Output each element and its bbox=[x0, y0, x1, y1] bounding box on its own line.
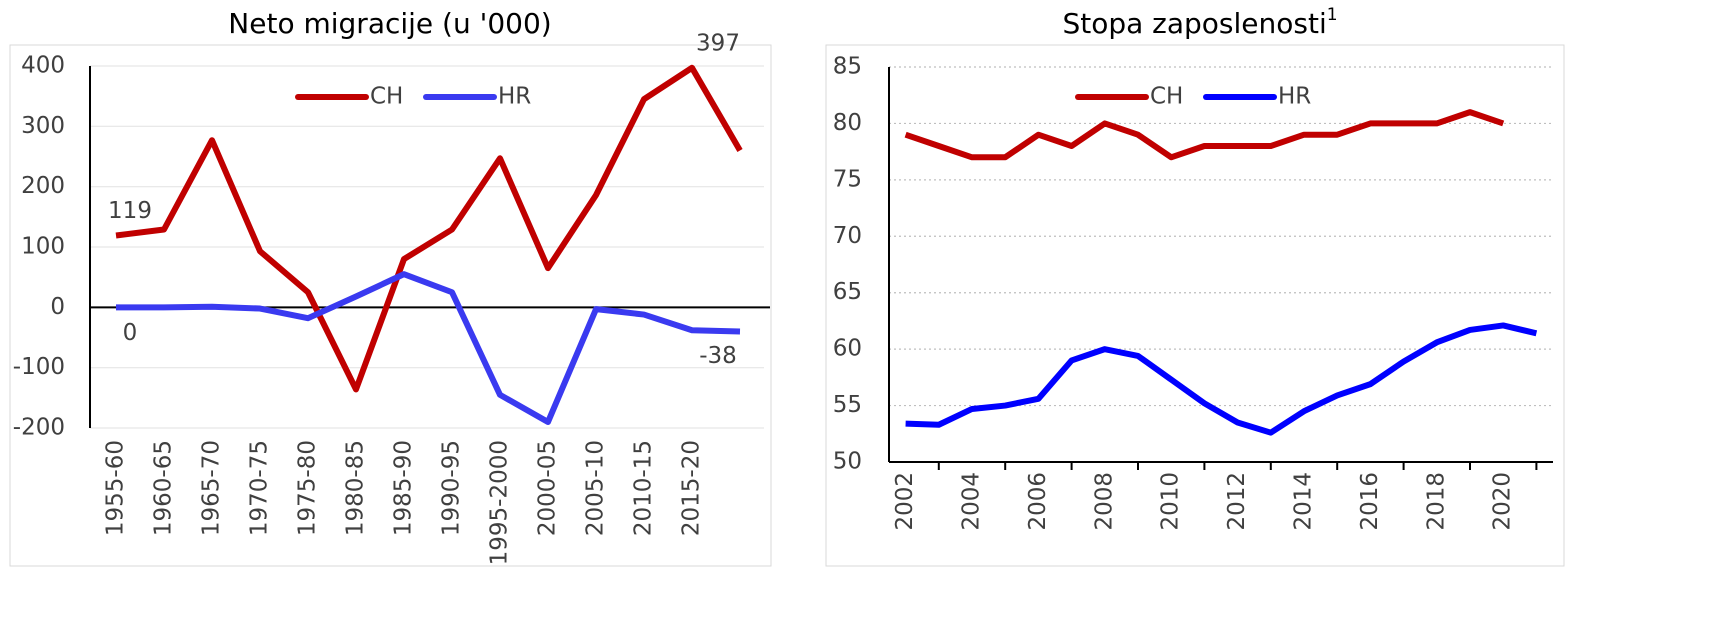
x-tick-label: 1980-85 bbox=[343, 440, 369, 536]
series-line bbox=[904, 109, 1505, 161]
series-line bbox=[905, 322, 1538, 436]
x-tick-label: 2018 bbox=[1423, 472, 1449, 531]
x-tick-label: 1955-60 bbox=[103, 440, 129, 536]
title-text: Stopa zaposlenosti bbox=[1062, 7, 1326, 40]
x-tick-label: 2010-15 bbox=[631, 440, 657, 536]
x-tick-label: 2014 bbox=[1291, 472, 1317, 531]
title-note: 1 bbox=[1327, 5, 1338, 25]
x-tick-label: 2000-05 bbox=[535, 440, 561, 536]
chart-frame bbox=[9, 44, 772, 567]
chart-frame bbox=[825, 44, 1565, 567]
x-tick-label: 2006 bbox=[1025, 472, 1051, 531]
y-tick-label: 50 bbox=[833, 449, 862, 475]
x-tick-label: 2008 bbox=[1091, 472, 1117, 531]
y-tick-label: 70 bbox=[833, 223, 862, 249]
x-tick-label: 2012 bbox=[1224, 472, 1250, 531]
y-tick-label: 400 bbox=[21, 53, 65, 79]
y-tick-label: -200 bbox=[13, 415, 65, 441]
y-tick-label: -100 bbox=[13, 354, 65, 380]
x-tick-label: 1970-75 bbox=[247, 440, 273, 536]
y-tick-label: 300 bbox=[21, 113, 65, 139]
x-tick-label: 2005-10 bbox=[583, 440, 609, 536]
y-tick-label: 60 bbox=[833, 336, 862, 362]
data-label: -38 bbox=[699, 343, 737, 369]
y-tick-label: 100 bbox=[21, 234, 65, 260]
data-label: 119 bbox=[108, 198, 152, 224]
x-tick-label: 1965-70 bbox=[199, 440, 225, 536]
data-label: 397 bbox=[696, 30, 740, 56]
title-text: Neto migracije (u '000) bbox=[228, 7, 551, 40]
legend-label: CH bbox=[1150, 84, 1183, 110]
x-tick-label: 2004 bbox=[959, 472, 985, 531]
data-label: 0 bbox=[123, 320, 138, 346]
y-tick-label: 65 bbox=[833, 279, 862, 305]
legend-label: HR bbox=[1278, 84, 1311, 110]
y-tick-label: 75 bbox=[833, 166, 862, 192]
x-tick-label: 1990-95 bbox=[439, 440, 465, 536]
y-tick-label: 200 bbox=[21, 173, 65, 199]
x-tick-label: 2002 bbox=[892, 472, 918, 531]
x-tick-label: 1960-65 bbox=[151, 440, 177, 536]
x-tick-label: 2015-20 bbox=[679, 440, 705, 536]
x-tick-label: 1975-80 bbox=[295, 440, 321, 536]
y-tick-label: 0 bbox=[50, 294, 65, 320]
x-tick-label: 2016 bbox=[1357, 472, 1383, 531]
legend-label: CH bbox=[370, 84, 403, 110]
x-tick-label: 1995-2000 bbox=[487, 440, 513, 565]
x-tick-label: 1985-90 bbox=[391, 440, 417, 536]
y-tick-label: 55 bbox=[833, 392, 862, 418]
series-line bbox=[115, 64, 743, 393]
chart-title: Neto migracije (u '000) bbox=[228, 7, 551, 40]
y-tick-label: 80 bbox=[833, 110, 862, 136]
series-line bbox=[116, 271, 741, 425]
chart-title: Stopa zaposlenosti1 bbox=[1062, 5, 1337, 40]
x-tick-label: 2010 bbox=[1158, 472, 1184, 531]
x-tick-label: 2020 bbox=[1490, 472, 1516, 531]
legend-label: HR bbox=[498, 84, 531, 110]
y-tick-label: 85 bbox=[833, 54, 862, 80]
